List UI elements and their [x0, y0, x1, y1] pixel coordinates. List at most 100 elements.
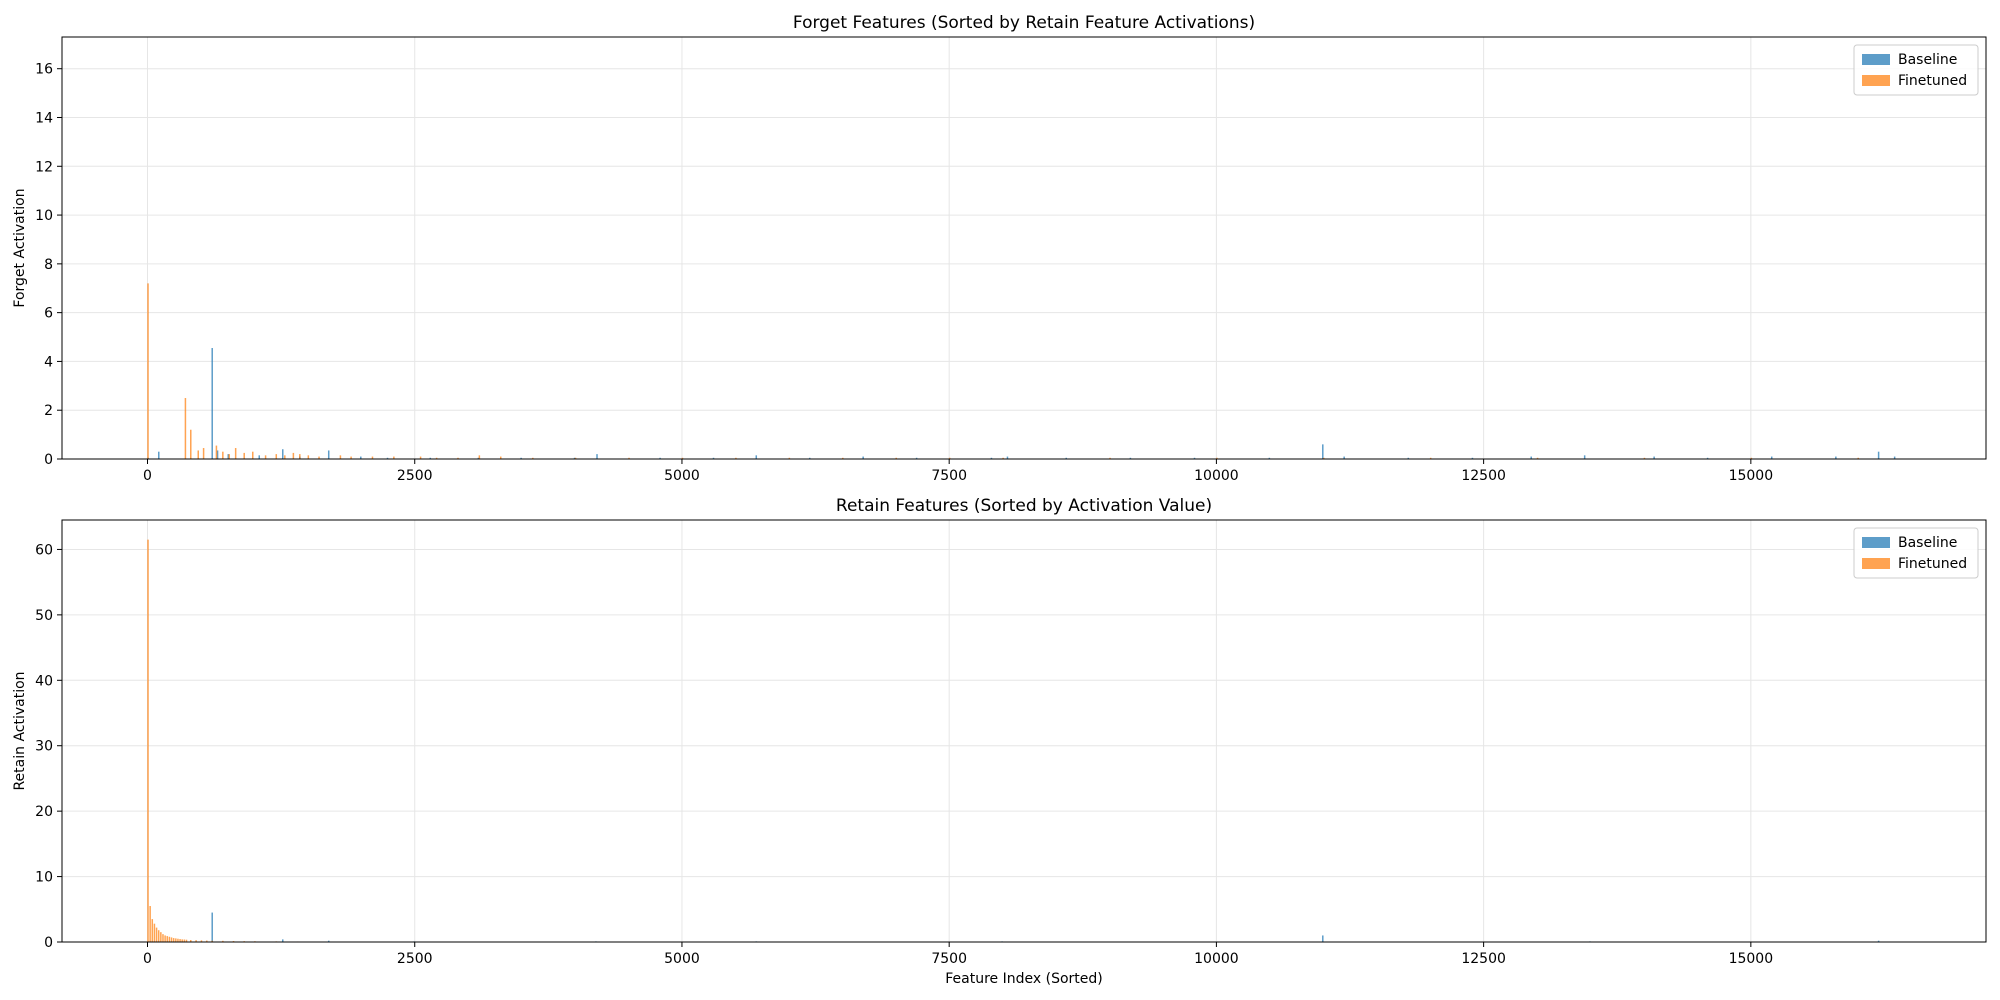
bar: [735, 457, 737, 459]
legend-label: Finetuned: [1898, 556, 1967, 572]
bar: [532, 457, 534, 459]
bar: [227, 454, 229, 459]
y-tick-label: 60: [35, 542, 53, 558]
y-axis-label: Retain Activation: [12, 671, 28, 790]
bar: [681, 457, 684, 459]
x-tick-label: 0: [143, 468, 152, 484]
x-tick-label: 2500: [397, 468, 433, 484]
bar: [339, 455, 342, 459]
bar: [166, 936, 169, 942]
bar: [190, 940, 192, 942]
x-tick-label: 15000: [1729, 951, 1774, 967]
y-tick-label: 6: [44, 306, 53, 322]
bar: [1583, 455, 1586, 459]
bar: [1323, 457, 1325, 459]
bar: [252, 451, 254, 459]
bar: [499, 456, 502, 459]
y-tick-label: 4: [44, 354, 53, 370]
bar: [211, 912, 213, 942]
bar: [990, 457, 993, 459]
x-tick-label: 5000: [664, 951, 700, 967]
bar: [258, 455, 260, 459]
bar: [147, 283, 149, 459]
bar: [181, 939, 183, 942]
chart-panel-1: 0 2500 5000 7500 10000 12500 15000 0 2 4 6 8 10 12 14 1…: [12, 13, 1987, 484]
bar: [164, 935, 166, 942]
bar: [318, 456, 320, 459]
bar: [1407, 457, 1410, 459]
bar: [222, 940, 224, 942]
bar: [179, 939, 181, 942]
axes-frame: [61, 519, 1987, 943]
x-tick-label: 10000: [1194, 468, 1239, 484]
bar: [243, 452, 245, 459]
bar: [755, 455, 758, 459]
bar: [175, 938, 177, 942]
bar: [895, 457, 897, 459]
bar: [151, 919, 154, 942]
bar: [1343, 456, 1345, 459]
bar: [478, 455, 481, 459]
y-tick-label: 2: [44, 403, 53, 419]
y-tick-label: 20: [35, 804, 53, 820]
x-tick-label: 7500: [931, 468, 967, 484]
bar: [185, 939, 188, 942]
x-tick-label: 5000: [664, 468, 700, 484]
x-tick-label: 12500: [1461, 951, 1506, 967]
bar: [628, 457, 630, 459]
bar: [292, 452, 295, 459]
bar: [327, 940, 330, 942]
x-tick-label: 2500: [397, 951, 433, 967]
bar: [596, 454, 598, 459]
bar: [200, 940, 203, 942]
bar: [183, 939, 186, 942]
bar: [1322, 935, 1324, 942]
bar: [327, 450, 330, 459]
chart-title: Retain Features (Sorted by Activation Va…: [836, 496, 1212, 516]
bar: [1216, 457, 1218, 459]
bar: [386, 457, 389, 459]
bar: [1129, 457, 1132, 459]
bar: [1750, 457, 1753, 459]
bar: [350, 456, 352, 459]
plot-area: [62, 37, 1986, 459]
y-tick-label: 50: [35, 608, 53, 624]
bar: [419, 456, 422, 459]
legend-label: Finetuned: [1898, 73, 1967, 89]
bar: [190, 429, 192, 459]
bar: [202, 448, 205, 459]
x-tick-label: 12500: [1461, 468, 1506, 484]
bar: [160, 932, 162, 942]
bar: [915, 457, 918, 459]
bar: [1109, 457, 1111, 459]
bar: [1536, 457, 1539, 459]
bar: [1857, 457, 1859, 459]
bar: [520, 457, 522, 459]
bar: [299, 454, 301, 459]
bar: [1429, 457, 1432, 459]
y-tick-label: 10: [35, 208, 53, 224]
bar: [147, 539, 149, 942]
bar: [170, 937, 173, 942]
bar: [149, 906, 151, 942]
plot-area: [62, 520, 1986, 942]
bar: [168, 936, 171, 942]
bar: [1322, 444, 1324, 459]
series-baseline: [147, 348, 1896, 459]
y-tick-label: 0: [44, 452, 53, 468]
y-tick-label: 16: [35, 62, 53, 78]
bar: [282, 449, 284, 459]
y-tick-label: 30: [35, 739, 53, 755]
bar: [195, 940, 197, 942]
bar: [1002, 457, 1004, 459]
bar: [435, 457, 438, 459]
bar: [1893, 456, 1896, 459]
bar: [211, 940, 213, 942]
bar: [282, 939, 284, 942]
legend-label: Baseline: [1898, 535, 1957, 551]
bar: [1065, 457, 1068, 459]
chart-title: Forget Features (Sorted by Retain Featur…: [793, 13, 1255, 33]
bar: [712, 457, 715, 459]
